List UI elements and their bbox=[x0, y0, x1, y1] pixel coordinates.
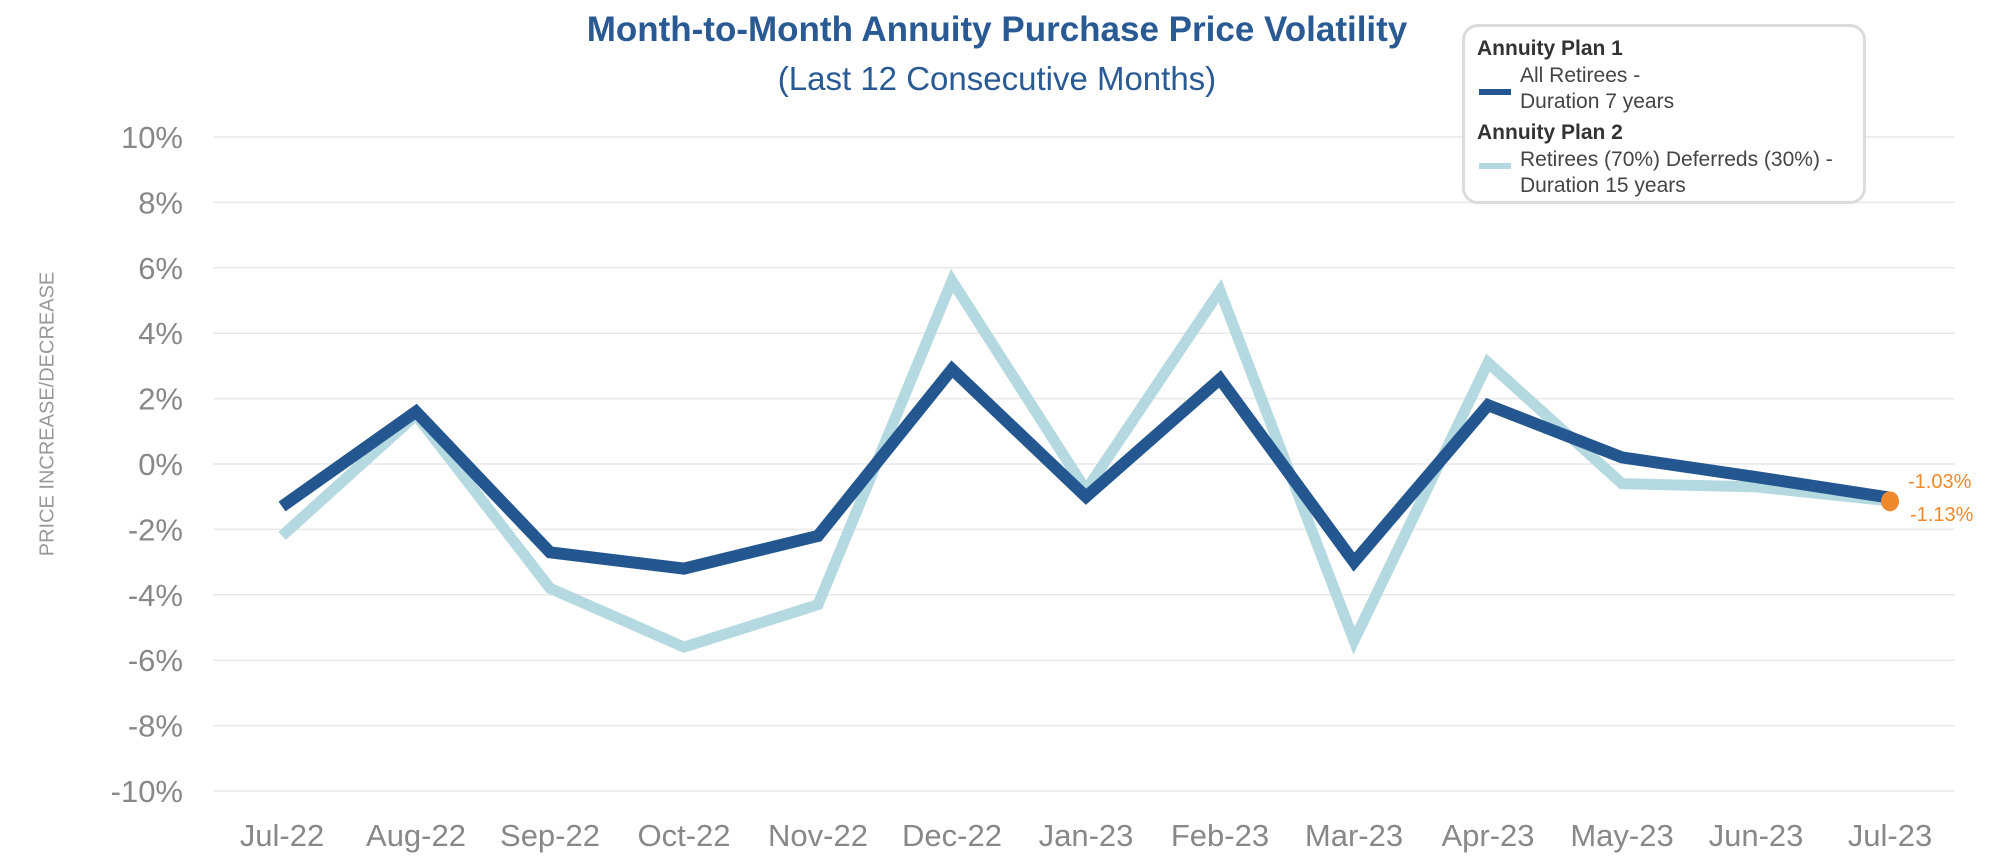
y-tick-label: 4% bbox=[138, 316, 183, 351]
legend-plan2-line2: Duration 15 years bbox=[1520, 174, 1686, 197]
legend: Annuity Plan 1 All Retirees - Duration 7… bbox=[1462, 24, 1866, 204]
y-axis-label: PRICE INCREASE/DECREASE bbox=[36, 271, 59, 557]
legend-plan1-line2: Duration 7 years bbox=[1520, 90, 1675, 113]
chart-subtitle: (Last 12 Consecutive Months) bbox=[777, 60, 1217, 97]
legend-plan1-line1: All Retirees - bbox=[1520, 64, 1641, 87]
y-tick-label: 6% bbox=[138, 251, 183, 286]
y-tick-label: -10% bbox=[111, 774, 183, 809]
legend-plan2-title: Annuity Plan 2 bbox=[1477, 121, 1623, 144]
x-tick-label: Sep-22 bbox=[500, 818, 600, 853]
x-tick-label: Aug-22 bbox=[366, 818, 466, 853]
x-tick-label: Mar-23 bbox=[1305, 818, 1403, 853]
x-tick-label: Feb-23 bbox=[1171, 818, 1269, 853]
legend-plan1-title: Annuity Plan 1 bbox=[1477, 37, 1623, 60]
legend-plan2-line1: Retirees (70%) Deferreds (30%) - bbox=[1520, 148, 1833, 171]
y-tick-label: -6% bbox=[128, 643, 183, 678]
x-tick-label: Oct-22 bbox=[637, 818, 730, 853]
x-tick-label: Apr-23 bbox=[1441, 818, 1534, 853]
x-axis-ticks: Jul-22 Aug-22 Sep-22 Oct-22 Nov-22 Dec-22 Jan-… bbox=[240, 818, 1932, 853]
y-tick-label: 0% bbox=[138, 447, 183, 482]
x-tick-label: Jan-23 bbox=[1039, 818, 1134, 853]
legend-plan1-swatch bbox=[1479, 89, 1511, 95]
x-tick-label: May-23 bbox=[1570, 818, 1673, 853]
y-tick-label: -8% bbox=[128, 709, 183, 744]
x-tick-label: Jul-23 bbox=[1848, 818, 1932, 853]
y-tick-label: 10% bbox=[121, 120, 183, 155]
series-line-plan1 bbox=[278, 360, 1891, 575]
y-tick-label: 2% bbox=[138, 382, 183, 417]
x-tick-label: Jun-23 bbox=[1709, 818, 1804, 853]
series-lines bbox=[278, 269, 1891, 655]
y-axis-ticks: 10% 8% 6% 4% 2% 0% -2% -4% -6% -8% -10% bbox=[111, 120, 183, 809]
x-tick-label: Nov-22 bbox=[768, 818, 868, 853]
annotations: -1.03% -1.13% bbox=[1881, 471, 1974, 526]
data-label-plan1: -1.03% bbox=[1908, 471, 1972, 493]
y-tick-label: -4% bbox=[128, 578, 183, 613]
endpoint-marker bbox=[1881, 491, 1899, 512]
legend-plan2-swatch bbox=[1479, 163, 1511, 169]
x-tick-label: Jul-22 bbox=[240, 818, 324, 853]
data-label-plan2: -1.13% bbox=[1910, 504, 1974, 526]
chart-title: Month-to-Month Annuity Purchase Price Vo… bbox=[586, 10, 1408, 49]
y-tick-label: -2% bbox=[128, 512, 183, 547]
y-tick-label: 8% bbox=[138, 185, 183, 220]
x-tick-label: Dec-22 bbox=[902, 818, 1002, 853]
